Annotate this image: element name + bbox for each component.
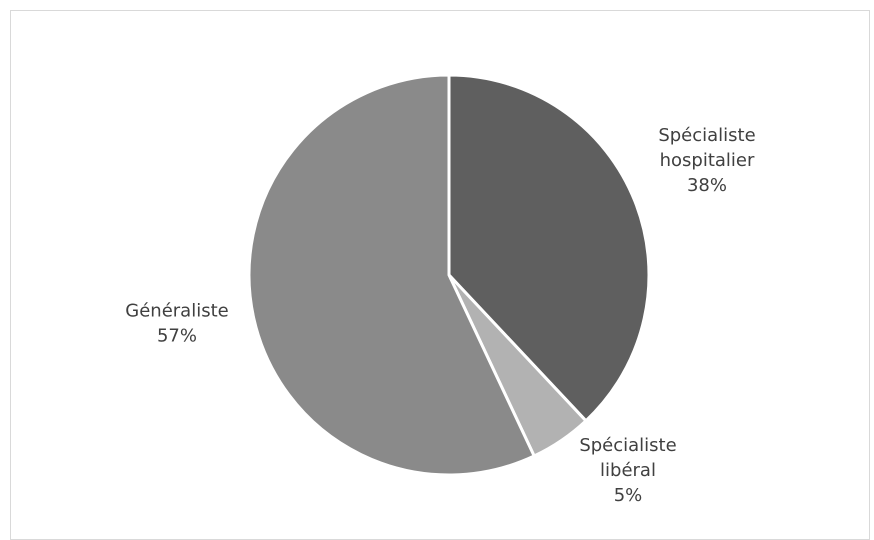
pie-slice [447, 73, 651, 423]
slice-percent-label: 57% [157, 326, 197, 347]
slice-name-label: Spécialiste [579, 435, 676, 456]
slice-percent-label: 38% [687, 175, 727, 196]
slice-label: Généraliste 57% [125, 301, 228, 347]
slice-name-label: hospitalier [660, 150, 755, 171]
slice-labels: Spécialiste hospitalier 38% Spécialiste libé… [125, 125, 755, 506]
slice-name-label: Généraliste [125, 301, 228, 322]
slice-name-label: Spécialiste [658, 125, 755, 146]
slice-percent-label: 5% [614, 485, 643, 506]
slice-label: Spécialiste libéral 5% [579, 435, 676, 506]
slice-name-label: libéral [600, 460, 656, 481]
slice-label: Spécialiste hospitalier 38% [658, 125, 755, 196]
pie-slices [247, 73, 651, 477]
pie-slice [247, 73, 536, 477]
